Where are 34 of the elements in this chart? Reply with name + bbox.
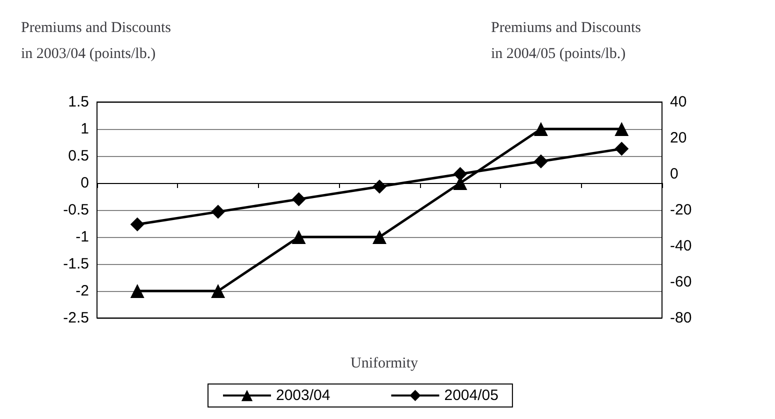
point: [614, 142, 629, 156]
point: [534, 122, 548, 136]
point: [130, 284, 144, 298]
y2-tick-label: -80: [670, 310, 692, 326]
point: [453, 167, 468, 181]
x-axis-title: Uniformity: [350, 356, 418, 372]
y-tick-label: 0.5: [68, 148, 89, 164]
y2-tick-label: 40: [670, 94, 687, 110]
y2-axis-title: Premiums and Discounts in 2004/05 (points/lb.): [491, 20, 642, 62]
y-tick-label: -1: [76, 228, 89, 246]
point: [292, 192, 306, 206]
point: [372, 230, 386, 244]
point: [372, 180, 386, 194]
y-tick-label: 0: [80, 174, 89, 192]
y-tick-label: -2: [76, 282, 89, 300]
y-tick-label: -2.5: [63, 310, 89, 326]
y-tick-label: 1: [80, 120, 89, 138]
y-tick-label: -0.5: [63, 202, 89, 218]
y-tick-label: -1.5: [63, 256, 89, 272]
y2-tick-label: 0: [670, 166, 678, 182]
point: [292, 230, 306, 244]
point: [211, 204, 226, 219]
y-tick-label: 1.5: [68, 94, 89, 110]
legend-label: 2003/04: [276, 387, 330, 404]
point: [130, 217, 144, 232]
legend-label: 2004/05: [444, 387, 498, 404]
y2-tick-label: -40: [670, 238, 692, 254]
y2-tick-label: 20: [670, 130, 687, 146]
point: [614, 122, 629, 136]
point: [211, 284, 226, 298]
y-axis-title: Premiums and Discounts in 2003/04 (points/lb.): [21, 20, 172, 62]
point: [534, 154, 548, 168]
y2-tick-label: -60: [670, 274, 692, 290]
y2-tick-label: -20: [670, 202, 692, 218]
